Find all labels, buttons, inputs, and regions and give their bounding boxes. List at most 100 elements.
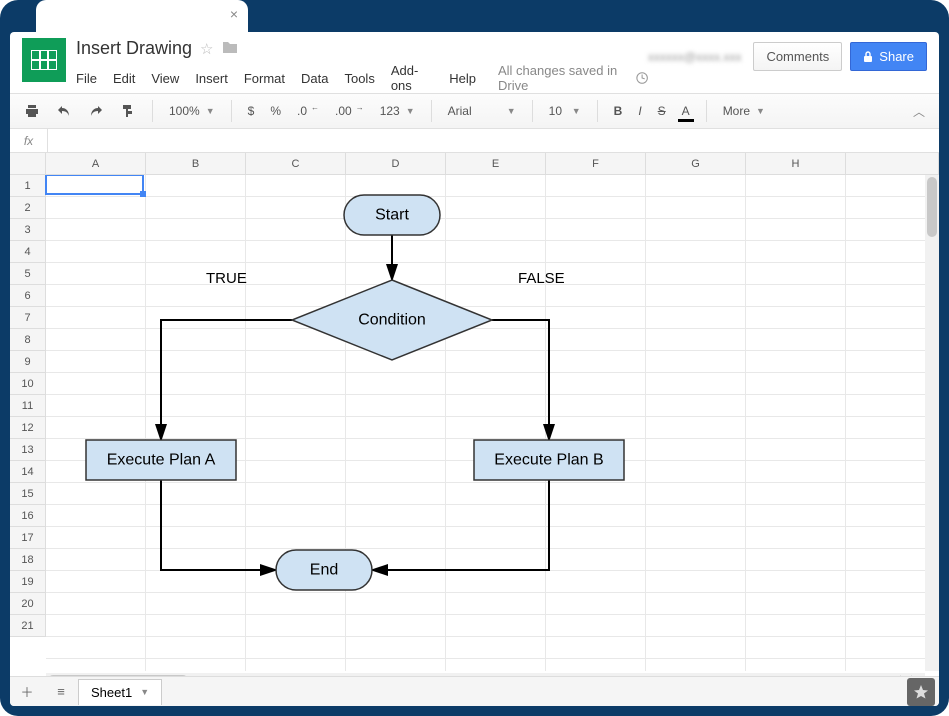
- print-button[interactable]: [18, 99, 46, 123]
- vertical-scrollbar[interactable]: [925, 175, 939, 671]
- column-header[interactable]: C: [246, 153, 346, 174]
- undo-icon: [56, 103, 72, 119]
- browser-tab[interactable]: [36, 0, 248, 32]
- sheets-logo[interactable]: [22, 38, 66, 82]
- redo-icon: [88, 103, 104, 119]
- document-title[interactable]: Insert Drawing: [76, 38, 192, 59]
- history-icon: [636, 71, 648, 85]
- menu-insert[interactable]: Insert: [195, 71, 228, 86]
- formula-bar: fx: [10, 129, 939, 153]
- add-sheet-button[interactable]: ＋: [10, 677, 44, 707]
- column-header[interactable]: G: [646, 153, 746, 174]
- column-header[interactable]: H: [746, 153, 846, 174]
- folder-icon[interactable]: [222, 40, 238, 58]
- bold-button[interactable]: B: [608, 100, 629, 122]
- grid-body[interactable]: 123456789101112131415161718192021: [10, 175, 939, 671]
- spreadsheet-grid[interactable]: ABCDEFGH 1234567891011121314151617181920…: [10, 153, 939, 687]
- menu-tools[interactable]: Tools: [344, 71, 374, 86]
- zoom-select[interactable]: 100% ▼: [163, 100, 221, 122]
- toolbar: 100% ▼ $ % .0← .00→ 123▼ Arial▼ 10▼ B I S…: [10, 93, 939, 129]
- zoom-value: 100%: [169, 104, 200, 118]
- font-select[interactable]: Arial▼: [442, 100, 522, 122]
- chevron-down-icon: ▼: [206, 106, 215, 116]
- vertical-scroll-thumb[interactable]: [927, 177, 937, 237]
- row-header[interactable]: 16: [10, 505, 46, 527]
- decrease-decimal-button[interactable]: .0←: [291, 100, 325, 122]
- row-header[interactable]: 17: [10, 527, 46, 549]
- row-header[interactable]: 13: [10, 439, 46, 461]
- collapse-toolbar-button[interactable]: ︿: [907, 99, 931, 124]
- percent-button[interactable]: %: [264, 100, 287, 122]
- italic-icon: I: [638, 104, 641, 118]
- sheet-tab-active[interactable]: Sheet1 ▼: [78, 679, 162, 705]
- menu-format[interactable]: Format: [244, 71, 285, 86]
- chevron-up-icon: ︿: [913, 103, 925, 120]
- inc-dec-label: .00: [335, 104, 352, 118]
- menu-data[interactable]: Data: [301, 71, 328, 86]
- redo-button[interactable]: [82, 99, 110, 123]
- row-header[interactable]: 6: [10, 285, 46, 307]
- strikethrough-button[interactable]: S: [652, 100, 672, 122]
- account-email[interactable]: xxxxxx@xxxx.xxx: [648, 50, 742, 64]
- menu-addons[interactable]: Add-ons: [391, 63, 433, 93]
- title-area: Insert Drawing ☆ File Edit View Insert F…: [76, 38, 648, 93]
- save-status: All changes saved in Drive: [498, 63, 648, 93]
- sheet-tab-label: Sheet1: [91, 685, 132, 700]
- column-header[interactable]: F: [546, 153, 646, 174]
- active-cell[interactable]: [45, 175, 144, 195]
- column-header[interactable]: E: [446, 153, 546, 174]
- row-header[interactable]: 21: [10, 615, 46, 637]
- all-sheets-button[interactable]: ≡: [44, 677, 78, 707]
- column-header[interactable]: D: [346, 153, 446, 174]
- row-header[interactable]: 19: [10, 571, 46, 593]
- row-header[interactable]: 18: [10, 549, 46, 571]
- font-name: Arial: [448, 104, 472, 118]
- row-header[interactable]: 11: [10, 395, 46, 417]
- column-header[interactable]: A: [46, 153, 146, 174]
- font-size: 10: [549, 104, 562, 118]
- column-header[interactable]: B: [146, 153, 246, 174]
- strike-icon: S: [658, 104, 666, 118]
- font-size-select[interactable]: 10▼: [543, 100, 587, 122]
- row-header[interactable]: 15: [10, 483, 46, 505]
- dec-dec-label: .0: [297, 104, 307, 118]
- more-toolbar-button[interactable]: More▼: [717, 100, 771, 122]
- browser-frame: Insert Drawing ☆ File Edit View Insert F…: [0, 0, 949, 716]
- chevron-down-icon: ▼: [140, 687, 149, 697]
- share-label: Share: [879, 49, 914, 64]
- italic-button[interactable]: I: [632, 100, 647, 122]
- row-header[interactable]: 7: [10, 307, 46, 329]
- row-header[interactable]: 3: [10, 219, 46, 241]
- undo-button[interactable]: [50, 99, 78, 123]
- cells-area[interactable]: [46, 175, 925, 671]
- number-format-select[interactable]: 123▼: [374, 100, 421, 122]
- row-header[interactable]: 9: [10, 351, 46, 373]
- explore-button[interactable]: [907, 678, 935, 706]
- numfmt-label: 123: [380, 104, 400, 118]
- row-header[interactable]: 2: [10, 197, 46, 219]
- sheets-bar: ＋ ≡ Sheet1 ▼: [10, 676, 939, 706]
- row-header[interactable]: 5: [10, 263, 46, 285]
- menu-view[interactable]: View: [151, 71, 179, 86]
- row-header[interactable]: 1: [10, 175, 46, 197]
- menu-edit[interactable]: Edit: [113, 71, 135, 86]
- column-headers: ABCDEFGH: [10, 153, 939, 175]
- share-button[interactable]: Share: [850, 42, 927, 71]
- header-right: xxxxxx@xxxx.xxx Comments Share: [648, 38, 927, 71]
- row-header[interactable]: 20: [10, 593, 46, 615]
- row-header[interactable]: 4: [10, 241, 46, 263]
- menu-help[interactable]: Help: [449, 71, 476, 86]
- increase-decimal-button[interactable]: .00→: [329, 100, 370, 122]
- row-header[interactable]: 12: [10, 417, 46, 439]
- select-all-corner[interactable]: [10, 153, 46, 174]
- row-header[interactable]: 8: [10, 329, 46, 351]
- menu-file[interactable]: File: [76, 71, 97, 86]
- text-color-button[interactable]: A: [676, 100, 696, 122]
- paint-format-button[interactable]: [114, 99, 142, 123]
- comments-button[interactable]: Comments: [753, 42, 842, 71]
- row-header[interactable]: 10: [10, 373, 46, 395]
- column-header[interactable]: [846, 153, 939, 174]
- star-icon[interactable]: ☆: [200, 40, 213, 58]
- currency-button[interactable]: $: [242, 100, 261, 122]
- row-header[interactable]: 14: [10, 461, 46, 483]
